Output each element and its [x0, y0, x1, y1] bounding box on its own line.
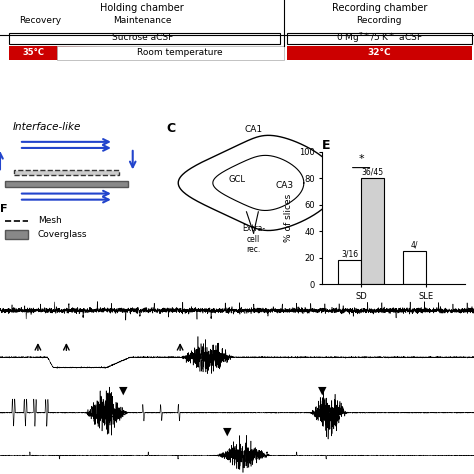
Text: 0 Mg$^{2+}$/5 K$^+$ aCSF: 0 Mg$^{2+}$/5 K$^+$ aCSF [336, 30, 422, 45]
Text: ▼: ▼ [318, 386, 327, 396]
FancyBboxPatch shape [57, 46, 284, 60]
Text: Maintenance: Maintenance [113, 16, 172, 25]
Text: 36/45: 36/45 [361, 168, 383, 177]
Text: Recovery: Recovery [19, 16, 61, 25]
FancyBboxPatch shape [95, 46, 97, 60]
Text: 4/: 4/ [410, 241, 418, 250]
Bar [403, 251, 426, 284]
FancyBboxPatch shape [85, 46, 88, 60]
Text: C: C [166, 122, 175, 135]
Y-axis label: % of slices: % of slices [284, 194, 293, 242]
FancyBboxPatch shape [287, 33, 472, 44]
FancyBboxPatch shape [62, 46, 64, 60]
FancyBboxPatch shape [90, 46, 92, 60]
FancyBboxPatch shape [100, 46, 102, 60]
Text: E: E [322, 139, 331, 152]
Text: Room temperature: Room temperature [137, 48, 223, 57]
FancyBboxPatch shape [71, 46, 73, 60]
Text: *: * [358, 154, 364, 164]
FancyBboxPatch shape [81, 46, 83, 60]
FancyBboxPatch shape [59, 46, 62, 60]
Text: CA1: CA1 [245, 125, 263, 134]
FancyBboxPatch shape [73, 46, 76, 60]
Text: ▼: ▼ [119, 386, 128, 396]
Text: F: F [0, 204, 8, 214]
Text: Extra-
cell
rec.: Extra- cell rec. [242, 224, 265, 254]
Text: ▼: ▼ [223, 427, 232, 437]
FancyBboxPatch shape [9, 46, 57, 60]
FancyBboxPatch shape [76, 46, 78, 60]
FancyBboxPatch shape [88, 46, 90, 60]
Text: Recording chamber: Recording chamber [331, 3, 427, 13]
Text: 3/16: 3/16 [341, 249, 358, 258]
Text: Recording: Recording [356, 16, 402, 25]
FancyBboxPatch shape [92, 46, 95, 60]
FancyBboxPatch shape [57, 46, 59, 60]
Text: 32°C: 32°C [367, 48, 391, 57]
FancyBboxPatch shape [83, 46, 85, 60]
Text: Interface-like: Interface-like [13, 122, 82, 132]
FancyBboxPatch shape [5, 181, 128, 188]
Text: Mesh: Mesh [38, 217, 62, 226]
FancyBboxPatch shape [97, 46, 100, 60]
FancyBboxPatch shape [64, 46, 66, 60]
FancyBboxPatch shape [102, 46, 104, 60]
Text: GCL: GCL [228, 175, 246, 184]
FancyBboxPatch shape [9, 33, 280, 44]
FancyBboxPatch shape [66, 46, 69, 60]
FancyBboxPatch shape [78, 46, 81, 60]
FancyBboxPatch shape [69, 46, 71, 60]
Text: Holding chamber: Holding chamber [100, 3, 184, 13]
Text: Sucrose aCSF: Sucrose aCSF [111, 33, 173, 42]
Bar [338, 259, 361, 284]
Text: Coverglass: Coverglass [38, 230, 87, 239]
FancyBboxPatch shape [14, 171, 118, 175]
FancyBboxPatch shape [287, 46, 472, 60]
Bar [361, 178, 384, 284]
Text: 35°C: 35°C [22, 48, 44, 57]
FancyBboxPatch shape [5, 230, 28, 239]
Text: CA3: CA3 [275, 182, 293, 191]
